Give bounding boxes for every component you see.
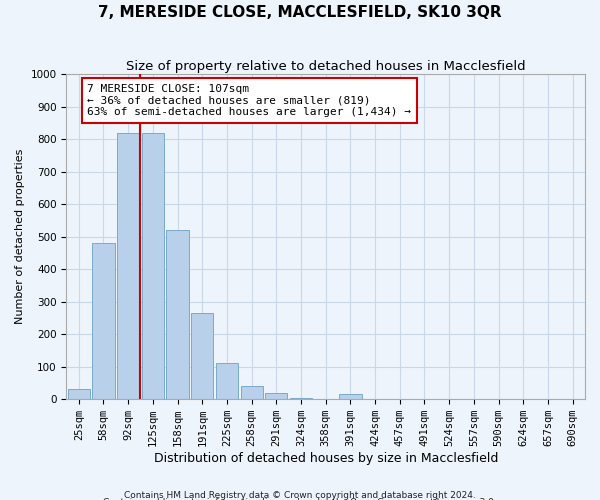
Bar: [142, 132, 164, 399]
X-axis label: Distribution of detached houses by size in Macclesfield: Distribution of detached houses by size …: [154, 452, 498, 465]
Y-axis label: Number of detached properties: Number of detached properties: [15, 149, 25, 324]
Text: 7, MERESIDE CLOSE, MACCLESFIELD, SK10 3QR: 7, MERESIDE CLOSE, MACCLESFIELD, SK10 3Q…: [98, 5, 502, 20]
Bar: [241, 386, 263, 399]
Bar: [216, 364, 238, 399]
Text: Contains HM Land Registry data © Crown copyright and database right 2024.: Contains HM Land Registry data © Crown c…: [124, 490, 476, 500]
Bar: [92, 243, 115, 399]
Title: Size of property relative to detached houses in Macclesfield: Size of property relative to detached ho…: [126, 60, 526, 73]
Bar: [265, 394, 287, 399]
Bar: [290, 398, 312, 399]
Bar: [117, 132, 139, 399]
Bar: [191, 313, 214, 399]
Bar: [68, 390, 90, 399]
Bar: [166, 230, 188, 399]
Text: 7 MERESIDE CLOSE: 107sqm
← 36% of detached houses are smaller (819)
63% of semi-: 7 MERESIDE CLOSE: 107sqm ← 36% of detach…: [87, 84, 411, 117]
Text: Contains public sector information licensed under the Open Government Licence v3: Contains public sector information licen…: [103, 498, 497, 500]
Bar: [339, 394, 362, 399]
